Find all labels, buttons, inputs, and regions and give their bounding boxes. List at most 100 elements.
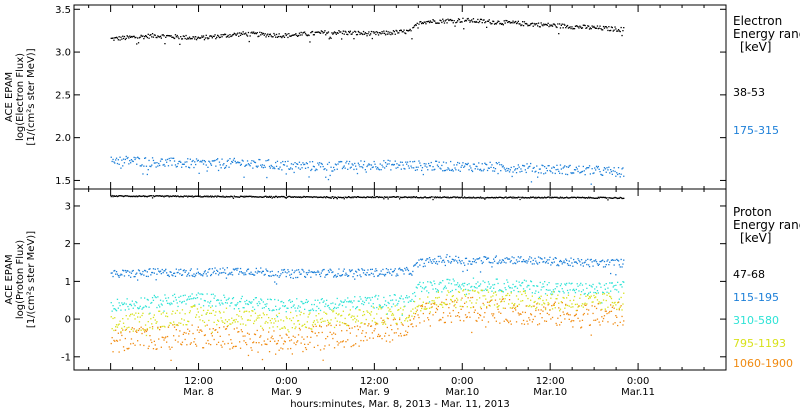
electron-point (516, 168, 519, 170)
proton-point (600, 301, 602, 304)
electron-point (495, 162, 497, 164)
x-tick-time-label: 12:00 (536, 376, 565, 387)
proton-point (435, 311, 437, 313)
proton-point (130, 313, 132, 316)
proton-point (609, 197, 611, 199)
proton-point (320, 298, 322, 301)
proton-point (189, 195, 191, 197)
proton-point (181, 196, 184, 198)
electron-point (391, 164, 393, 166)
proton-point (313, 346, 315, 348)
proton-point (304, 343, 306, 345)
proton-point (221, 196, 223, 198)
electron-point (175, 36, 177, 38)
proton-point (530, 306, 533, 308)
electron-point (325, 176, 327, 178)
x-tick-day-label: Mar. 9 (359, 387, 390, 398)
proton-point (512, 306, 514, 309)
electron-point (480, 170, 482, 172)
proton-point (151, 326, 154, 328)
proton-point (173, 300, 175, 302)
electron-point (361, 33, 363, 35)
proton-point (276, 326, 279, 328)
proton-point (174, 296, 177, 299)
proton-point (507, 320, 509, 322)
proton-point (264, 303, 266, 306)
proton-point (476, 287, 478, 289)
proton-point (470, 196, 472, 199)
electron-point (349, 30, 351, 32)
proton-point (384, 275, 386, 277)
proton-point (619, 306, 621, 308)
proton-point (172, 310, 174, 312)
proton-point (345, 341, 347, 343)
proton-point (114, 340, 116, 342)
electron-point (403, 167, 405, 170)
proton-point (551, 261, 553, 264)
proton-point (269, 319, 271, 322)
proton-point (181, 341, 184, 343)
proton-point (416, 309, 418, 311)
proton-point (154, 344, 156, 346)
electron-point (457, 20, 459, 22)
proton-point (231, 322, 234, 324)
electron-point (311, 161, 314, 163)
proton-point (330, 319, 332, 321)
proton-point (255, 297, 257, 299)
proton-point (421, 305, 424, 308)
proton-point (424, 286, 426, 289)
electron-point (442, 161, 445, 163)
proton-point (206, 196, 208, 198)
proton-point (122, 270, 125, 272)
electron-point (284, 161, 286, 163)
proton-point (458, 291, 461, 293)
proton-point (479, 257, 481, 259)
proton-point (493, 317, 496, 319)
proton-point (572, 306, 574, 308)
electron-point (224, 33, 226, 35)
proton-point (132, 195, 134, 197)
proton-point (472, 196, 475, 198)
proton-point (420, 285, 422, 288)
electron-point (487, 167, 490, 169)
proton-point (585, 283, 587, 285)
proton-point (296, 315, 298, 317)
electron-point (300, 31, 302, 34)
proton-point (549, 256, 551, 258)
proton-point (211, 335, 213, 337)
proton-point (546, 294, 548, 296)
proton-point (617, 281, 619, 283)
electron-point (534, 24, 536, 26)
electron-point (571, 172, 573, 175)
electron-point (483, 19, 485, 21)
proton-point (533, 263, 535, 265)
proton-point (469, 197, 471, 199)
electron-point (544, 24, 546, 26)
proton-point (252, 195, 254, 198)
proton-point (158, 304, 160, 306)
proton-point (238, 315, 240, 317)
proton-point (220, 195, 222, 198)
proton-point (554, 301, 556, 303)
proton-point (414, 313, 417, 315)
proton-point (155, 296, 157, 299)
proton-point (536, 262, 538, 264)
electron-legend-title: Electron (733, 14, 782, 28)
electron-point (603, 167, 606, 169)
proton-point (282, 195, 285, 198)
proton-point (271, 310, 273, 312)
proton-point (505, 262, 507, 264)
proton-point (469, 316, 471, 318)
proton-point (297, 269, 300, 271)
proton-point (612, 286, 614, 288)
electron-point (484, 22, 486, 24)
proton-point (299, 306, 301, 308)
proton-point (618, 298, 620, 300)
proton-point (191, 195, 193, 197)
proton-point (419, 281, 421, 283)
proton-point (464, 257, 467, 260)
electron-point (185, 34, 187, 37)
proton-point (258, 271, 260, 273)
proton-point (267, 196, 269, 198)
